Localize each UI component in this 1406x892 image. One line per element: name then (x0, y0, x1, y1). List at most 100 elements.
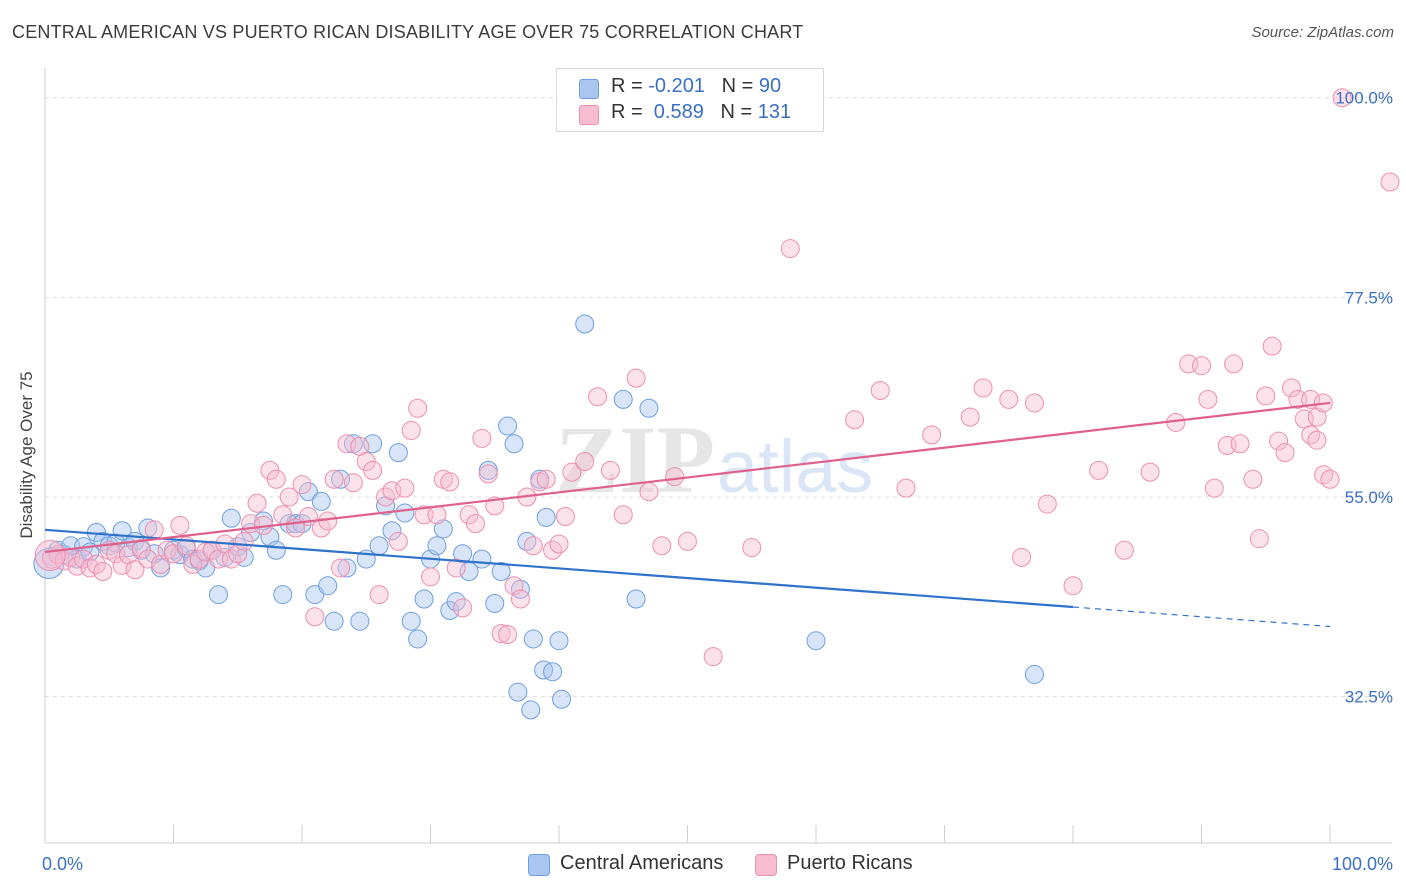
data-point (600, 460, 620, 480)
data-point (552, 689, 572, 709)
data-point (1230, 434, 1250, 454)
data-point (549, 534, 569, 554)
data-point (337, 558, 357, 578)
data-point (588, 387, 608, 407)
data-point (453, 544, 473, 564)
data-point (331, 558, 351, 578)
data-point (298, 482, 318, 502)
data-point (93, 562, 113, 582)
bottom-legend-swatch-blue (528, 854, 550, 876)
data-point (472, 428, 492, 448)
data-point (1204, 478, 1224, 498)
data-point (221, 549, 241, 569)
trend-line-extension (1072, 606, 1331, 628)
legend-r-value: -0.201 (648, 75, 705, 97)
data-point (523, 536, 543, 556)
data-point (845, 410, 865, 430)
data-point (363, 460, 383, 480)
data-point (369, 536, 389, 556)
data-point (1262, 336, 1282, 356)
trend-line (44, 401, 1331, 554)
data-point (421, 567, 440, 587)
data-point (170, 515, 190, 535)
data-point (1275, 443, 1295, 463)
data-point (652, 536, 672, 556)
data-point (273, 585, 293, 605)
data-point (1024, 664, 1044, 684)
data-point (331, 469, 351, 489)
data-point (1224, 354, 1244, 374)
data-point (343, 473, 363, 493)
data-point (453, 598, 473, 618)
data-point (446, 558, 466, 578)
data-point (144, 544, 164, 564)
data-point (504, 434, 524, 454)
data-point (536, 507, 556, 527)
data-point (131, 538, 151, 558)
data-point (414, 589, 434, 609)
data-point (1024, 393, 1044, 413)
axes (44, 68, 1392, 844)
data-point (292, 475, 312, 495)
data-point (575, 452, 595, 471)
data-point (311, 491, 331, 511)
data-point (86, 554, 106, 574)
data-point (613, 505, 633, 525)
data-point (973, 378, 993, 398)
data-point (543, 662, 563, 682)
data-point (324, 611, 344, 631)
data-point (388, 443, 408, 463)
trend-lines (44, 401, 1331, 628)
data-point (678, 531, 697, 551)
watermark-zip: ZIP (555, 406, 715, 513)
legend-swatch-pink (579, 105, 599, 125)
data-point (478, 464, 498, 484)
trend-line (44, 528, 1074, 609)
data-point (960, 407, 980, 427)
data-point (273, 505, 293, 525)
data-point (626, 368, 646, 388)
data-point (183, 554, 203, 574)
data-point (440, 472, 460, 492)
data-point (401, 611, 421, 631)
data-point (465, 514, 485, 534)
data-point (1063, 576, 1083, 596)
data-point (1256, 386, 1276, 406)
data-point (472, 549, 492, 569)
data-point (549, 631, 569, 651)
data-point (112, 555, 132, 575)
data-point (1198, 389, 1218, 409)
data-point (427, 505, 447, 525)
data-point (639, 398, 659, 418)
y-tick-label: 77.5% (1345, 288, 1393, 307)
data-point (234, 531, 254, 551)
data-point (562, 462, 582, 482)
data-point (639, 482, 659, 502)
data-point (498, 416, 518, 436)
y-tick-label: 55.0% (1345, 488, 1393, 507)
watermark-atlas: atlas (717, 425, 873, 508)
legend-n-value: 131 (757, 101, 792, 123)
data-point (1307, 407, 1327, 427)
data-point (1089, 460, 1109, 480)
bottom-legend-label: Central Americans (560, 852, 724, 874)
x-tick-label: 100.0% (1332, 854, 1393, 874)
data-point (138, 549, 158, 569)
data-point (521, 700, 541, 720)
data-point (999, 389, 1019, 409)
legend-swatch-blue (579, 79, 599, 99)
data-point (433, 519, 453, 539)
data-point (510, 589, 530, 609)
data-point (408, 629, 428, 649)
data-point (1192, 356, 1211, 376)
data-point (266, 469, 286, 489)
data-point (1012, 547, 1032, 567)
data-point (575, 314, 595, 334)
data-point (665, 467, 685, 487)
data-point (1301, 425, 1321, 445)
y-tick-label: 32.5% (1345, 688, 1393, 707)
data-point (151, 554, 171, 574)
x-tick-label: 0.0% (42, 854, 83, 874)
data-point (523, 629, 543, 649)
